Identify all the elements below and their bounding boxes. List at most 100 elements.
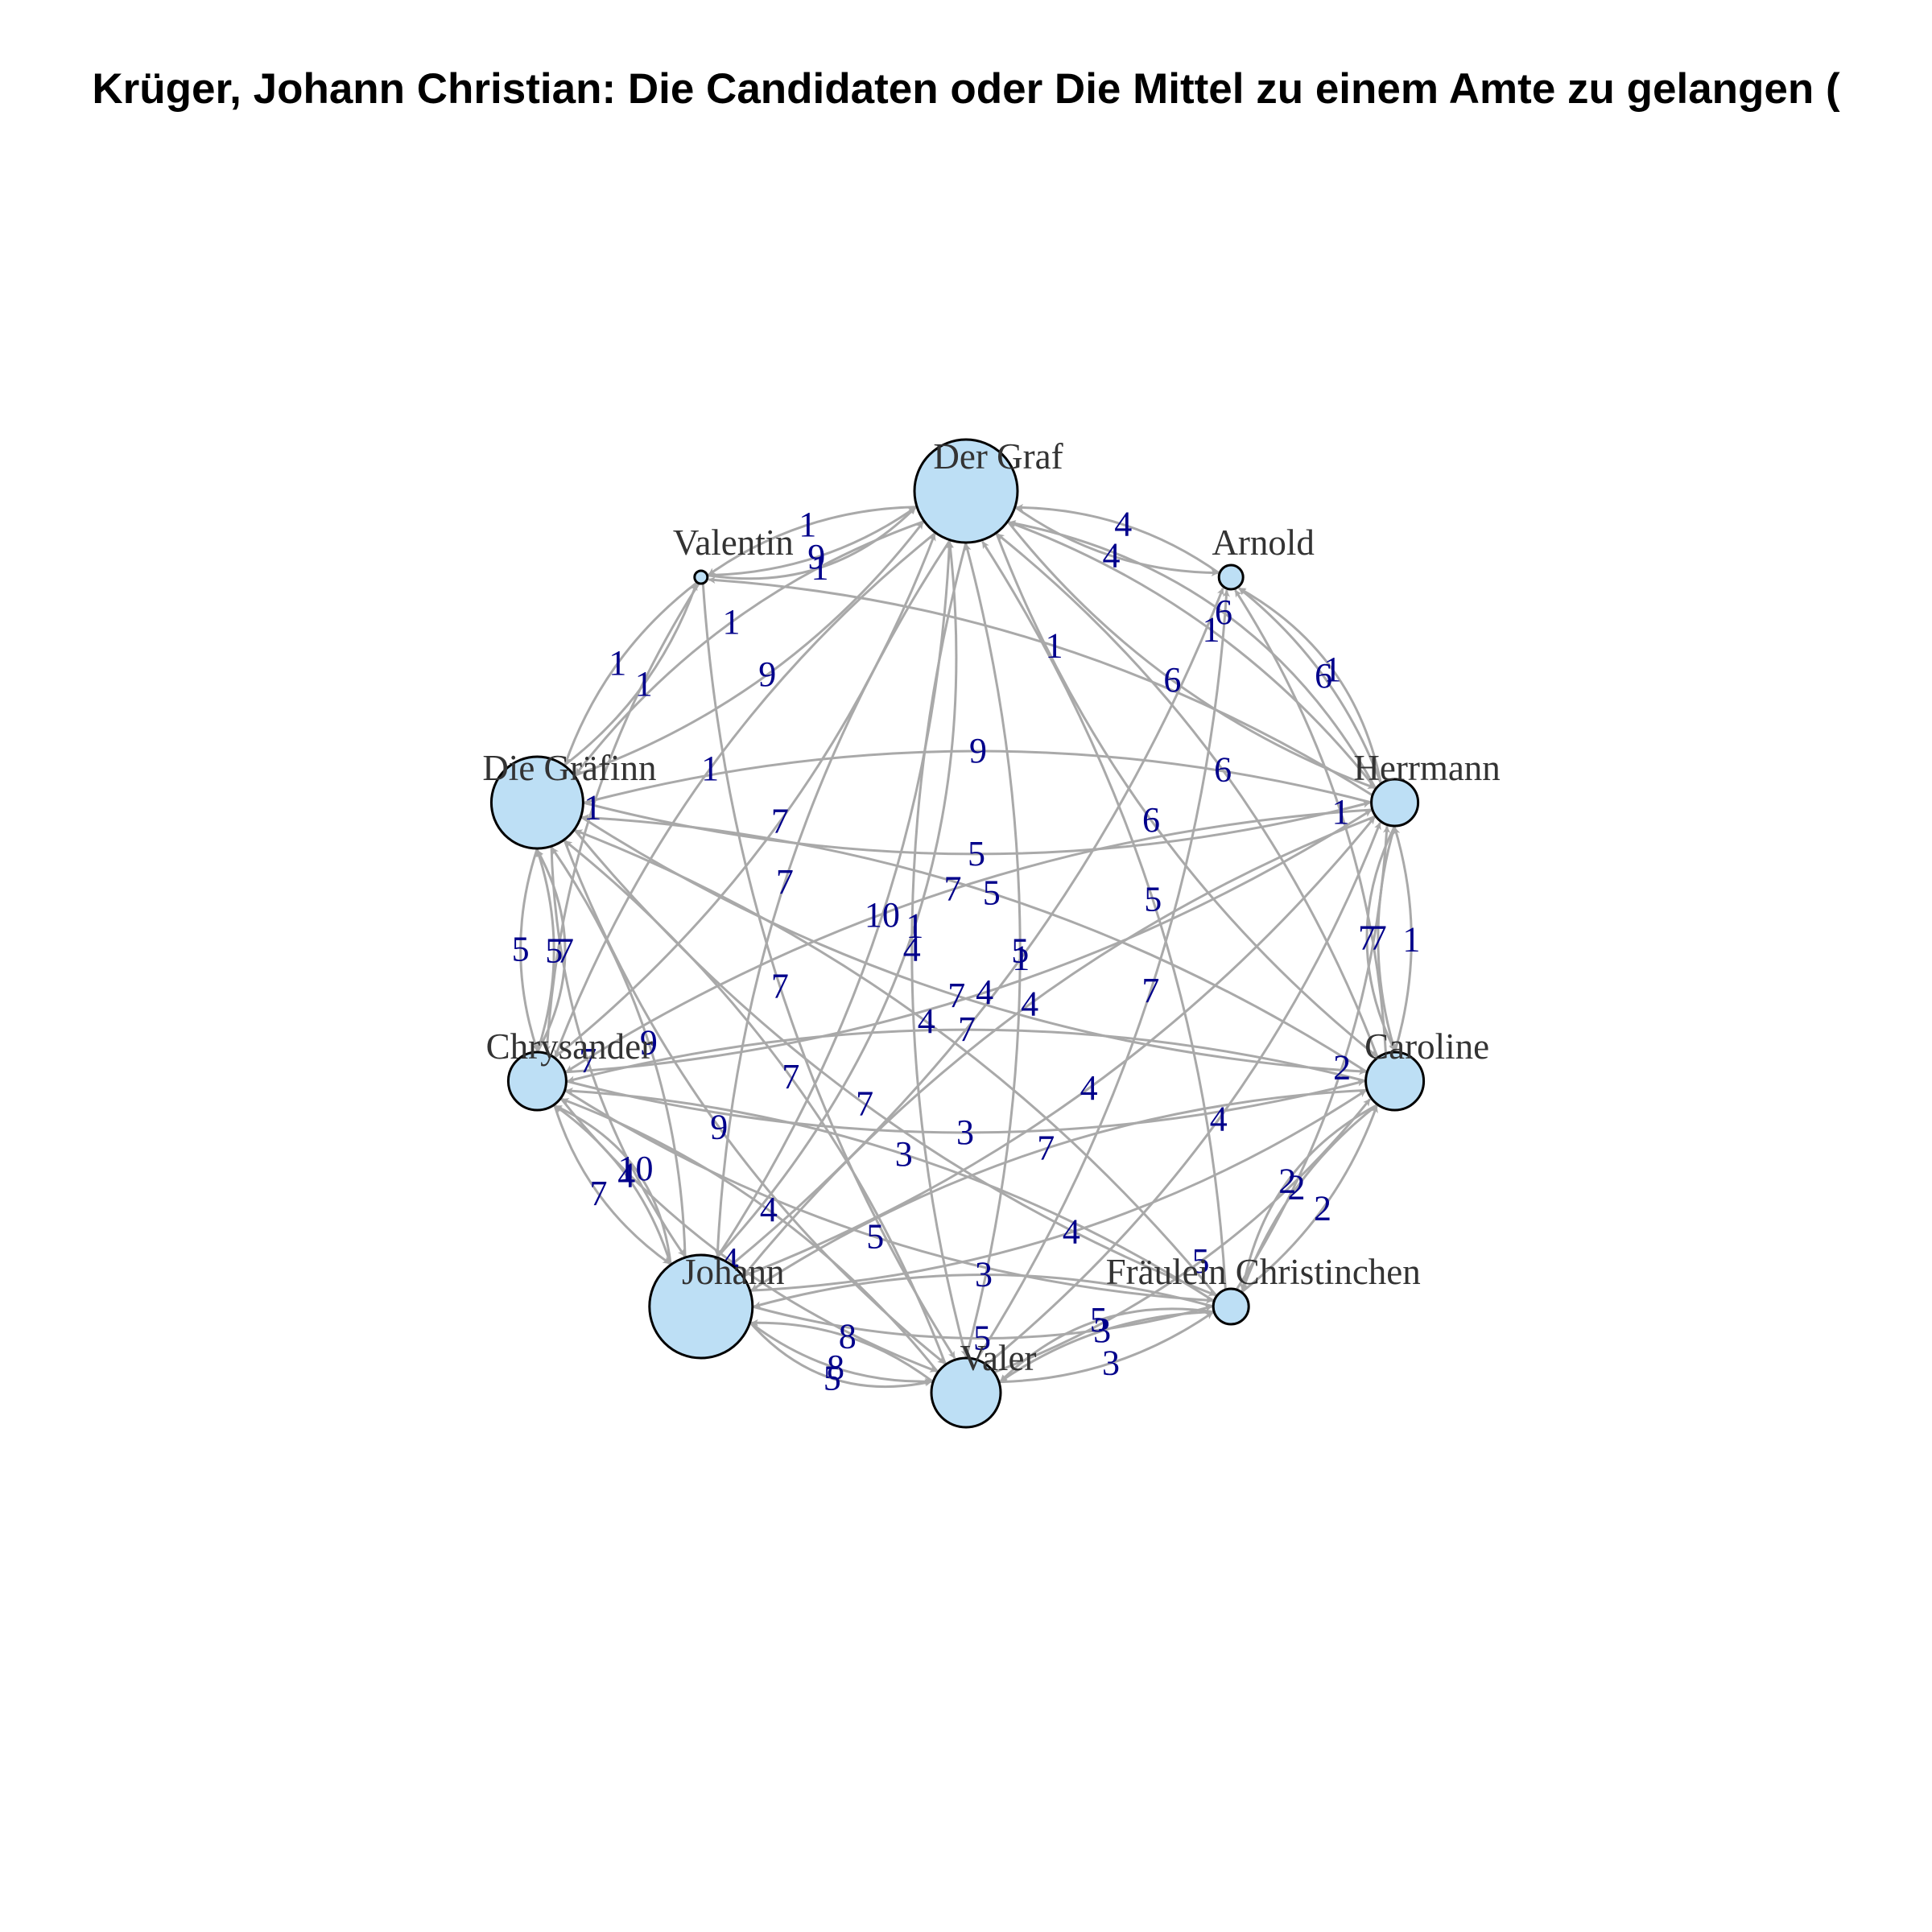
edge-weight-label: 5: [866, 1217, 884, 1257]
edge-weight-label: 1: [584, 788, 601, 828]
edge-weight-label: 9: [710, 1107, 728, 1146]
edges-layer: [519, 503, 1413, 1389]
edge-graefinn-to-valentin: [563, 583, 698, 766]
edge-weight-label: 7: [556, 931, 574, 971]
edge-weight-label: 1: [723, 602, 741, 642]
edge-christ-to-valer: [999, 1307, 1215, 1383]
edge-graf-to-valer: [910, 542, 968, 1357]
edge-christ-to-valer: [999, 1311, 1215, 1383]
node-christ: [1212, 1287, 1250, 1326]
edge-valer-to-caroline: [993, 1098, 1371, 1374]
edge-valentin-to-chrysander: [543, 582, 700, 1053]
edge-christ-to-caroline: [1241, 1105, 1378, 1294]
diagram-title: Krüger, Johann Christian: Die Candidaten…: [92, 65, 1840, 113]
edge-weight-label: 3: [895, 1134, 913, 1174]
edge-caroline-to-herrmann: [1393, 827, 1413, 1053]
edge-weight-label: 4: [918, 1001, 935, 1041]
node-label-graf: Der Graf: [933, 436, 1063, 477]
edge-weight-label: 4: [903, 930, 921, 969]
edge-weight-label: 7: [771, 802, 789, 841]
edge-weight-label: 7: [944, 869, 962, 909]
edge-herrmann-to-graf: [1008, 521, 1377, 790]
node-label-valer: Valer: [960, 1338, 1037, 1378]
edge-weight-label: 7: [1369, 919, 1387, 958]
edge-johann-to-graefinn: [551, 847, 687, 1258]
edge-weight-label: 2: [1314, 1189, 1331, 1228]
edge-christ-to-graefinn: [575, 829, 1218, 1298]
edge-chrysander-to-herrmann: [564, 809, 1372, 1074]
edge-weight-label: 6: [1142, 800, 1160, 840]
edge-weight-label: 7: [856, 1084, 873, 1123]
edge-weight-label: 1: [701, 749, 719, 788]
node-label-johann: Johann: [682, 1252, 785, 1292]
edge-herrmann-to-johann: [743, 815, 1377, 1277]
edge-johann-to-caroline: [749, 1089, 1367, 1292]
edge-valer-to-chrysander: [561, 1097, 939, 1373]
edge-weight-label: 1: [1203, 609, 1220, 649]
edge-weight-label: 1: [1046, 625, 1063, 665]
node-johann: [648, 1253, 754, 1360]
edge-herrmann-to-caroline: [1365, 825, 1396, 1051]
node-label-chrysander: Chrysander: [486, 1026, 653, 1067]
edge-weight-label: 6: [1214, 750, 1232, 790]
edge-weight-label: 4: [760, 1190, 778, 1229]
edge-graf-to-caroline: [995, 532, 1378, 1058]
edge-weight-label: 4: [1210, 1100, 1228, 1139]
edge-weight-label: 5: [512, 930, 530, 969]
edge-herrmann-to-arnold: [1238, 587, 1382, 785]
edge-weight-label: 1: [799, 505, 816, 544]
edge-weight-label: 4: [976, 972, 993, 1012]
edge-caroline-to-johann: [750, 1088, 1368, 1291]
node-label-herrmann: Herrmann: [1353, 748, 1500, 788]
edge-caroline-to-christ: [1241, 1104, 1379, 1292]
edge-weight-label: 9: [758, 654, 776, 694]
edge-weight-label: 6: [1315, 656, 1332, 696]
edge-weight-label: 4: [1114, 505, 1132, 544]
edge-weight-label: 9: [807, 537, 825, 576]
edge-graf-to-herrmann: [1006, 520, 1376, 790]
edge-weight-label: 9: [640, 1022, 658, 1062]
node-chrysander: [506, 1051, 568, 1112]
edge-weight-label: 7: [579, 1041, 597, 1080]
edge-weight-label: 7: [771, 967, 789, 1006]
edge-graefinn-to-johann: [550, 846, 686, 1257]
edge-valentin-to-valer: [701, 583, 956, 1359]
edge-valer-to-christ: [998, 1311, 1214, 1384]
edge-caroline-to-chrysander: [567, 1028, 1366, 1084]
edge-johann-to-chrysander: [554, 1104, 672, 1265]
edge-weight-label: 4: [1103, 536, 1121, 576]
edge-chrysander-to-caroline: [566, 1079, 1365, 1134]
node-label-christ: Fräulein Christinchen: [1106, 1252, 1421, 1292]
edge-weight-label: 1: [1012, 939, 1030, 978]
nodes-layer: Der Graf Arnold Herrmann Caroline Fräulein C…: [482, 436, 1501, 1429]
edge-weight-label: 2: [1278, 1162, 1296, 1201]
edge-chrysander-to-graefinn: [535, 849, 555, 1053]
edge-herrmann-to-graefinn: [584, 749, 1372, 805]
edge-graefinn-to-graf: [573, 521, 924, 777]
edge-weight-label: 7: [1037, 1129, 1055, 1168]
edge-valer-to-herrmann: [985, 822, 1381, 1366]
edge-weight-label: 5: [1192, 1241, 1210, 1281]
node-valentin: [693, 569, 709, 585]
edge-graf-to-valentin: [708, 506, 918, 576]
edge-graf-to-arnold: [1014, 506, 1219, 577]
edge-weight-label: 3: [956, 1113, 974, 1152]
edge-johann-to-herrmann: [742, 816, 1376, 1278]
edge-herrmann-to-valentin: [708, 576, 1373, 797]
edge-weight-label: 5: [824, 1358, 841, 1397]
edge-weight-label: 5: [1090, 1300, 1108, 1340]
edge-weight-label: 5: [973, 1319, 991, 1358]
edge-christ-to-johann: [753, 1274, 1214, 1309]
edge-weight-label: 7: [947, 976, 965, 1015]
edge-weight-label: 10: [618, 1149, 654, 1188]
edge-weight-label: 7: [590, 1174, 608, 1213]
node-caroline: [1364, 1051, 1426, 1112]
edge-christ-to-chrysander: [565, 1087, 1216, 1302]
edge-weight-label: 4: [1021, 984, 1038, 1023]
edge-arnold-to-graf: [1016, 503, 1220, 575]
edge-weight-label: 4: [1063, 1212, 1080, 1252]
edge-weight-label: 1: [1332, 792, 1350, 832]
edge-graf-to-johann: [714, 539, 952, 1257]
